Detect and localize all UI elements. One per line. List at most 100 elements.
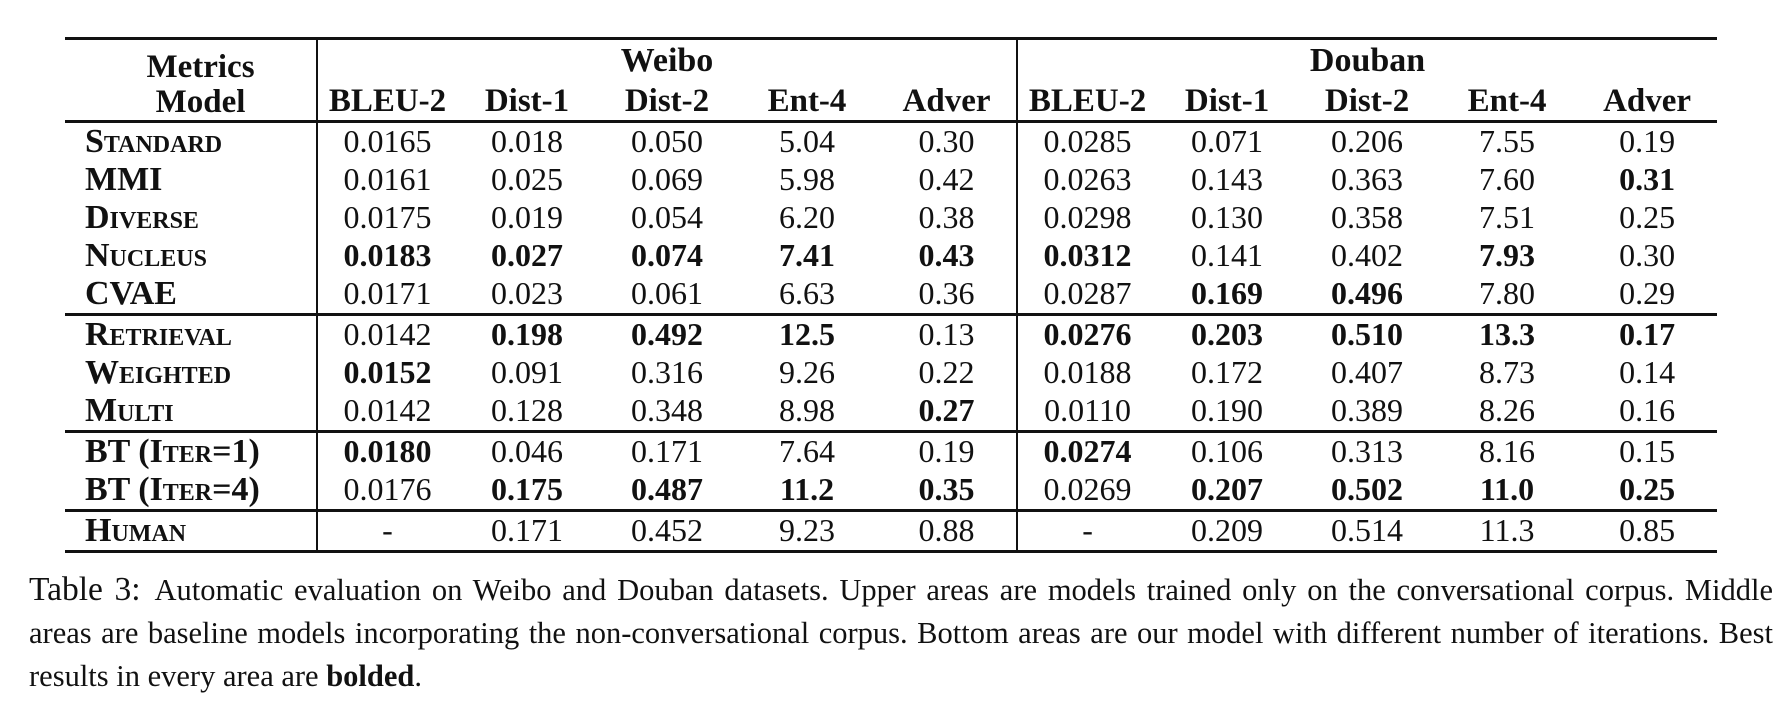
table-row: Multi 0.0142 0.128 0.348 8.98 0.27 0.0110 0.190… [65, 391, 1717, 431]
metric-value-cell: 0.0171 [343, 275, 432, 311]
table-row: Diverse 0.0175 0.019 0.054 6.20 0.38 0.0298 0.1… [65, 198, 1717, 237]
table-header: Metrics Model Weibo Douban BLEU-2 Dist-1… [65, 38, 1718, 123]
metric-value-cell: 0.30 [1619, 237, 1676, 273]
metric-value-cell: 0.171 [597, 429, 737, 471]
table-row: Standard 0.0165 0.018 0.050 5.04 0.30 0.0285 0.… [65, 121, 1717, 161]
table-row: Nucleus 0.0183 0.027 0.074 7.41 0.43 0.0312 0.1… [65, 236, 1717, 275]
column-header-douban-dist1: Dist-1 [1157, 82, 1298, 123]
metric-value-cell: 0.43 [877, 236, 1019, 275]
metric-value-cell: 0.0263 [1043, 161, 1132, 197]
metric-value-cell: 0.046 [457, 429, 597, 471]
model-name-cell: Nucleus [65, 236, 318, 275]
column-header-douban-adver: Adver [1577, 82, 1718, 123]
column-header-douban-ent4: Ent-4 [1437, 82, 1578, 123]
metric-value-cell: 0.130 [1191, 199, 1264, 235]
metric-value-cell: 0.0165 [343, 123, 432, 159]
model-name-cell: Retrieval [65, 312, 318, 354]
metric-value-cell: 0.35 [877, 470, 1019, 510]
model-name-cell: Weighted [65, 353, 318, 392]
metric-value-cell: 0.0110 [1044, 392, 1131, 428]
metric-value-cell: 0.050 [631, 123, 703, 159]
column-header-weibo-dist1: Dist-1 [457, 82, 597, 123]
metric-value-cell: 0.0175 [343, 199, 432, 235]
metric-value-cell: 0.27 [877, 391, 1019, 431]
model-name-cell: BT (Iter=1) [65, 429, 318, 471]
caption-label: Table 3: [29, 571, 141, 608]
metric-value-cell: 0.496 [1331, 275, 1404, 311]
metric-value-cell: 0.348 [631, 392, 703, 428]
metric-value-cell: 0.22 [877, 353, 1019, 392]
metric-value-cell: 0.172 [1191, 354, 1264, 390]
metric-value-cell: 0.25 [1619, 471, 1676, 507]
column-header-douban-dist2: Dist-2 [1297, 82, 1438, 123]
metric-value-cell: 0.36 [877, 274, 1019, 314]
metric-value-cell: 0.30 [877, 121, 1019, 161]
metric-value-cell: 0.0152 [343, 354, 432, 390]
metric-value-cell: 7.80 [1479, 275, 1536, 311]
metric-value-cell: 0.502 [1331, 471, 1404, 507]
metric-value-cell: 9.26 [779, 354, 835, 390]
metric-value-cell: 0.169 [1191, 275, 1264, 311]
metric-value-cell: 0.42 [877, 160, 1019, 199]
metric-value-cell: 0.487 [631, 471, 703, 507]
model-label: Model [155, 83, 246, 120]
metric-value-cell: 0.316 [631, 354, 703, 390]
metric-value-cell: 0.16 [1619, 392, 1676, 428]
metric-value-cell: 0.171 [457, 508, 597, 551]
metric-value-cell: 0.071 [1191, 123, 1264, 159]
metric-value-cell: 0.514 [1297, 508, 1438, 551]
metric-value-cell: 11.0 [1479, 471, 1535, 507]
metric-value-cell: 0.0142 [317, 312, 457, 354]
metric-value-cell: 0.0274 [1017, 429, 1158, 471]
metric-value-cell: 0.0183 [343, 237, 432, 273]
model-name-cell: Standard [65, 121, 318, 161]
metric-value-cell: 8.16 [1437, 429, 1578, 471]
metric-value-cell: 0.091 [491, 354, 563, 390]
metric-value-cell: 0.14 [1619, 354, 1676, 390]
metric-value-cell: 0.452 [597, 508, 737, 551]
metric-value-cell: 0.190 [1191, 392, 1264, 428]
metric-value-cell: 0.363 [1331, 161, 1404, 197]
metric-value-cell: 7.60 [1479, 161, 1536, 197]
metric-value-cell: 0.019 [491, 199, 563, 235]
metric-value-cell: 8.26 [1479, 392, 1536, 428]
metrics-label: Metrics [146, 48, 255, 85]
table-row: BT (Iter=1) 0.0180 0.046 0.171 7.64 0.19 0.027… [65, 429, 1718, 471]
metric-value-cell: 0.38 [877, 198, 1019, 237]
metric-value-cell: 0.018 [491, 123, 563, 159]
table-row: BT (Iter=4) 0.0176 0.175 0.487 11.2 0.35 0.026… [65, 470, 1717, 510]
model-name-cell: MMI [65, 160, 318, 199]
table-row: Weighted 0.0152 0.091 0.316 9.26 0.22 0.0188 0.… [65, 353, 1717, 392]
metric-value-cell: 13.3 [1437, 312, 1578, 354]
metric-value-cell: 0.0188 [1043, 354, 1132, 390]
metric-value-cell: 9.23 [737, 508, 877, 551]
metric-value-cell: 0.88 [877, 508, 1019, 551]
table-row: Retrieval 0.0142 0.198 0.492 12.5 0.13 0.0276 0… [65, 312, 1718, 354]
metric-value-cell: 0.0312 [1043, 237, 1132, 273]
column-header-weibo-ent4: Ent-4 [737, 82, 877, 123]
metric-value-cell: 11.3 [1437, 508, 1578, 551]
table-caption: Table 3: Automatic evaluation on Weibo an… [29, 568, 1773, 698]
metric-value-cell: 7.51 [1479, 199, 1536, 235]
metric-value-cell: 0.19 [1619, 123, 1676, 159]
metric-value-cell: 0.061 [631, 275, 703, 311]
model-name-cell: Multi [65, 391, 318, 431]
metric-value-cell: - [317, 508, 457, 551]
metric-value-cell: - [1017, 508, 1158, 551]
metric-value-cell: 7.55 [1479, 123, 1536, 159]
column-header-weibo-bleu2: BLEU-2 [317, 82, 457, 123]
metric-value-cell: 0.13 [877, 312, 1019, 354]
table-row: MMI 0.0161 0.025 0.069 5.98 0.42 0.0263 0.143 0.… [65, 160, 1717, 199]
metric-value-cell: 0.175 [491, 471, 563, 507]
group-header-douban: Douban [1309, 42, 1426, 80]
corner-header-cell: Metrics Model [65, 38, 318, 123]
table-row: CVAE 0.0171 0.023 0.061 6.63 0.36 0.0287 0.169 0… [65, 274, 1717, 314]
metric-value-cell: 0.141 [1191, 237, 1264, 273]
evaluation-results-table: Metrics Model Weibo Douban BLEU-2 Dist-1… [65, 37, 1718, 553]
metric-value-cell: 0.85 [1577, 508, 1718, 551]
metric-value-cell: 5.98 [779, 161, 835, 197]
metric-value-cell: 0.15 [1577, 429, 1718, 471]
metric-value-cell: 0.0276 [1017, 312, 1158, 354]
metric-value-cell: 0.206 [1331, 123, 1404, 159]
metric-value-cell: 0.0298 [1043, 199, 1132, 235]
